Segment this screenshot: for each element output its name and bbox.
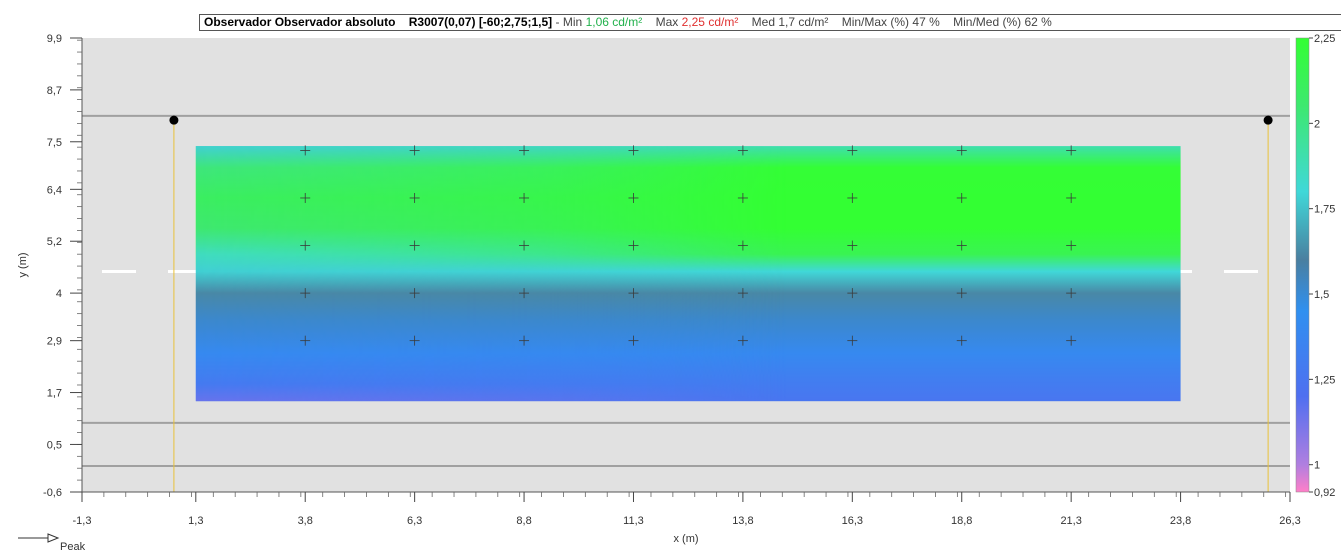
x-axis-label: x (m) bbox=[673, 533, 698, 545]
calc-point bbox=[737, 240, 748, 251]
calc-point bbox=[737, 288, 748, 299]
luminaire-0[interactable] bbox=[169, 115, 179, 125]
calc-point bbox=[956, 335, 967, 346]
calc-point bbox=[519, 192, 530, 203]
y-tick-label: 9,9 bbox=[47, 33, 62, 45]
calc-point bbox=[628, 145, 639, 156]
calc-point bbox=[847, 192, 858, 203]
calc-point bbox=[1066, 288, 1077, 299]
calc-point bbox=[300, 192, 311, 203]
x-tick-label: 23,8 bbox=[1170, 515, 1191, 527]
observer-code: R3007(0,07) bbox=[408, 15, 476, 29]
calc-point bbox=[409, 240, 420, 251]
luminaire-1[interactable] bbox=[1263, 115, 1273, 125]
colorbar-tick-label: 2,25 bbox=[1314, 33, 1335, 45]
colorbar: 0,92 1 1,25 1,5 1,75 2 2,25 bbox=[1295, 33, 1335, 499]
x-tick-label: 11,3 bbox=[623, 515, 644, 527]
x-tick-label: 26,3 bbox=[1279, 515, 1300, 527]
header-separator: - bbox=[555, 15, 560, 29]
calc-point bbox=[519, 145, 530, 156]
calc-point bbox=[628, 288, 639, 299]
max-value: 2,25 cd/m² bbox=[681, 15, 739, 29]
observer-value: Observador absoluto bbox=[274, 15, 396, 29]
calc-point bbox=[300, 288, 311, 299]
y-tick-label: 4 bbox=[56, 288, 62, 300]
calc-point bbox=[956, 288, 967, 299]
calc-point bbox=[847, 240, 858, 251]
calc-point bbox=[1066, 240, 1077, 251]
x-tick-label: 6,3 bbox=[407, 515, 422, 527]
y-tick-label: 1,7 bbox=[47, 388, 62, 400]
peak-legend-arrow-icon bbox=[47, 533, 60, 543]
legend: Peak bbox=[18, 533, 86, 553]
y-tick-label: 0,5 bbox=[47, 439, 62, 451]
x-tick-label: 18,8 bbox=[951, 515, 972, 527]
x-tick-label: 16,3 bbox=[842, 515, 863, 527]
y-tick-label: 6,4 bbox=[47, 184, 62, 196]
colorbar-tick-label: 0,92 bbox=[1314, 487, 1335, 499]
x-tick-label: 1,3 bbox=[188, 515, 203, 527]
calc-point bbox=[1066, 145, 1077, 156]
y-tick-label: 8,7 bbox=[47, 85, 62, 97]
calc-point bbox=[409, 288, 420, 299]
med-label: Med bbox=[751, 15, 776, 29]
calc-point bbox=[628, 240, 639, 251]
x-tick-label: 13,8 bbox=[732, 515, 753, 527]
colorbar-tick-label: 2 bbox=[1314, 118, 1320, 130]
plot-area bbox=[82, 38, 1290, 492]
x-tick-label: 3,8 bbox=[298, 515, 313, 527]
calc-point bbox=[737, 335, 748, 346]
chart-header: Observador Observador absoluto R3007(0,0… bbox=[199, 14, 1341, 31]
minmax-value: 47 % bbox=[912, 15, 940, 29]
calc-point bbox=[300, 335, 311, 346]
calc-point bbox=[519, 240, 530, 251]
minmax-label: Min/Max (%) bbox=[841, 15, 910, 29]
calc-point bbox=[300, 145, 311, 156]
calc-point bbox=[737, 145, 748, 156]
y-tick-label: 5,2 bbox=[47, 236, 62, 248]
peak-legend-label: Peak bbox=[60, 541, 86, 553]
calc-point bbox=[300, 240, 311, 251]
calc-point bbox=[409, 335, 420, 346]
y-tick-label: -0,6 bbox=[43, 487, 62, 499]
calc-point bbox=[847, 335, 858, 346]
axes: -1,3 1,3 3,8 6,3 8,8 11,3 13,8 16,3 18,8 21,3 23,8… bbox=[17, 33, 1301, 545]
min-value: 1,06 cd/m² bbox=[585, 15, 643, 29]
minmed-value: 62 % bbox=[1024, 15, 1052, 29]
colorbar-tick-label: 1 bbox=[1314, 460, 1320, 472]
colorbar-tick-label: 1,5 bbox=[1314, 289, 1329, 301]
calc-point bbox=[409, 145, 420, 156]
calc-point bbox=[847, 145, 858, 156]
calc-point bbox=[1066, 335, 1077, 346]
x-tick-label: 8,8 bbox=[516, 515, 531, 527]
y-axis-label: y (m) bbox=[17, 252, 29, 277]
med-value: 1,7 cd/m² bbox=[778, 15, 829, 29]
calc-point bbox=[628, 335, 639, 346]
x-tick-label: -1,3 bbox=[73, 515, 92, 527]
min-label: Min bbox=[562, 15, 583, 29]
calc-point bbox=[628, 192, 639, 203]
calc-point bbox=[956, 240, 967, 251]
colorbar-tick-label: 1,75 bbox=[1314, 204, 1335, 216]
y-tick-label: 2,9 bbox=[47, 336, 62, 348]
x-tick-label: 21,3 bbox=[1060, 515, 1081, 527]
calc-point bbox=[847, 288, 858, 299]
colorbar-tick-label: 1,25 bbox=[1314, 374, 1335, 386]
calc-point bbox=[956, 145, 967, 156]
calc-point bbox=[737, 192, 748, 203]
calc-point bbox=[519, 335, 530, 346]
y-tick-label: 7,5 bbox=[47, 137, 62, 149]
calc-point bbox=[1066, 192, 1077, 203]
colorbar-gradient bbox=[1295, 37, 1310, 493]
max-label: Max bbox=[655, 15, 679, 29]
calc-point bbox=[956, 192, 967, 203]
calc-point bbox=[519, 288, 530, 299]
minmed-label: Min/Med (%) bbox=[953, 15, 1022, 29]
heatmap-overlay bbox=[195, 146, 1181, 402]
observer-position: [-60;2,75;1,5] bbox=[478, 15, 553, 29]
calc-point bbox=[409, 192, 420, 203]
observer-label: Observador bbox=[204, 15, 272, 29]
